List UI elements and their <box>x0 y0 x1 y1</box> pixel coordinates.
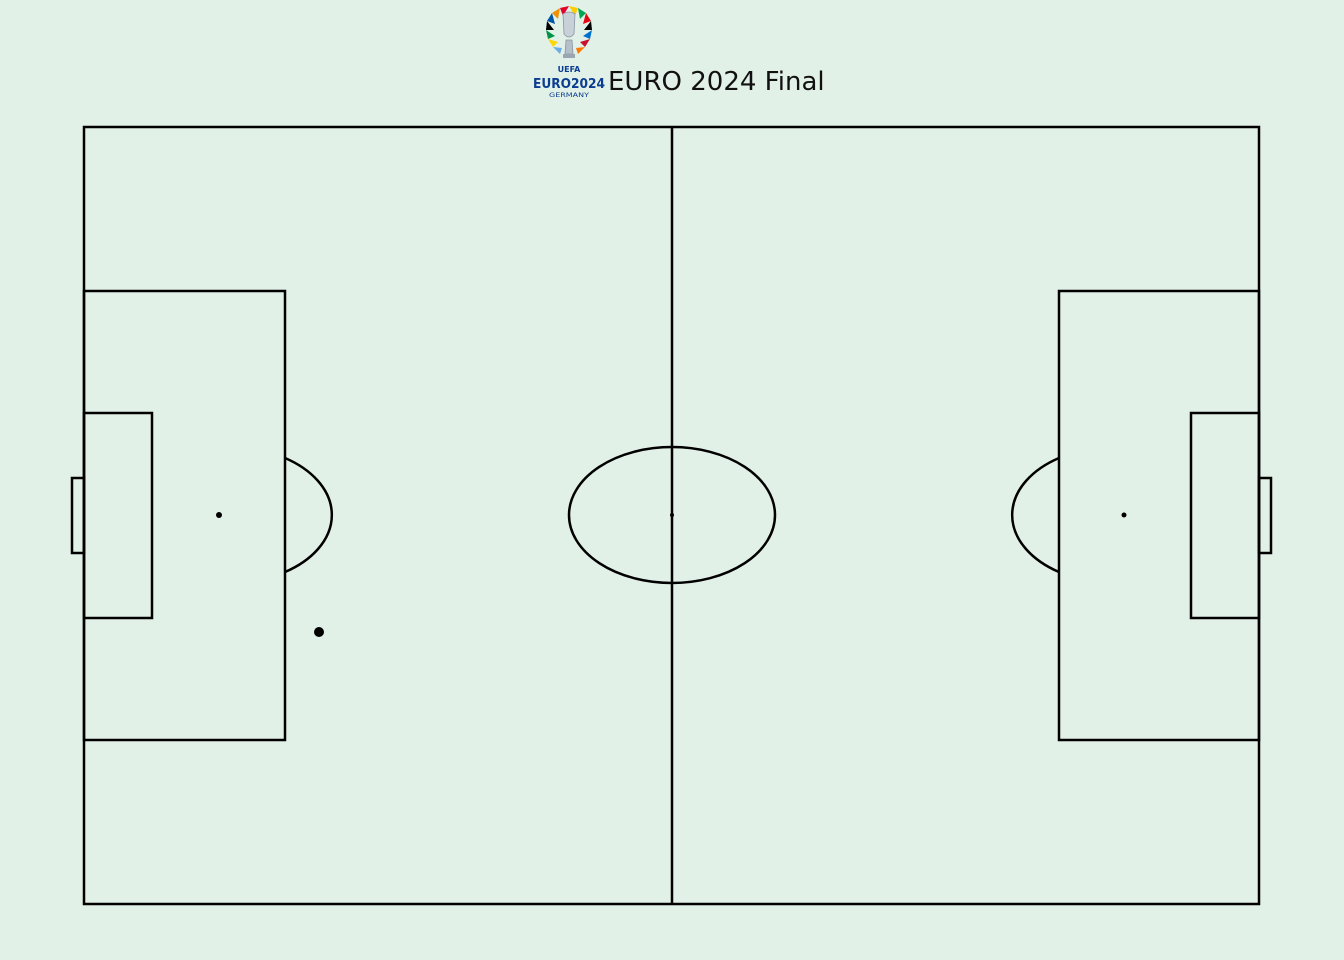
right-penalty-spot <box>1121 512 1127 518</box>
euro2024-wordmark: EURO2024 <box>533 77 605 92</box>
right-penalty-area <box>1057 289 1261 742</box>
page-title: EURO 2024 Final <box>608 67 825 97</box>
left-goal <box>70 476 86 555</box>
ball-marker-icon <box>314 627 324 637</box>
centre-circle <box>567 445 777 585</box>
euro-2024-logo: UEFA EURO2024 GERMANY <box>533 6 605 99</box>
left-penalty-area <box>82 289 287 742</box>
trophy-ribbons-icon <box>546 6 592 54</box>
header: UEFA EURO2024 GERMANY EURO 2024 Final <box>530 0 825 100</box>
left-penalty-arc <box>284 456 334 574</box>
trophy-icon <box>562 11 576 58</box>
uefa-text: UEFA <box>558 65 582 74</box>
right-six-yard-box <box>1189 411 1261 620</box>
left-six-yard-box <box>82 411 154 620</box>
right-goal <box>1257 476 1273 555</box>
left-penalty-spot <box>216 512 222 518</box>
centre-spot <box>670 513 674 517</box>
right-penalty-arc <box>1010 456 1060 574</box>
germany-text: GERMANY <box>549 92 589 99</box>
